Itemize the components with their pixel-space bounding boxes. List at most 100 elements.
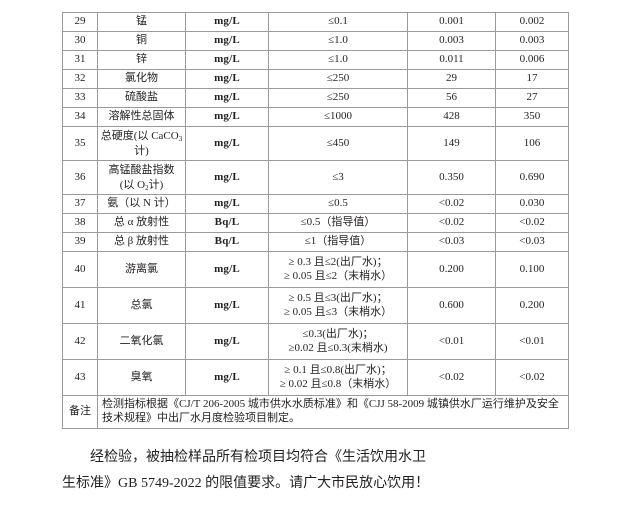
table-notes-row: 备注 检测指标根据《CJ/T 206-2005 城市供水水质标准》和《CJJ 58… [62, 395, 569, 429]
row-tap-water-value: <0.03 [495, 232, 569, 252]
row-limit-value: ≤0.1 [268, 12, 408, 32]
row-number: 30 [62, 31, 98, 51]
table-row: 42 二氧化氯 mg/L ≤0.3(出厂水)； ≥0.02 且≤0.3(末梢水) <0.0… [62, 323, 569, 360]
table-row: 41 总氯 mg/L ≥ 0.5 且≤3(出厂水)； ≥ 0.05 且≤3（末梢水） 0.… [62, 287, 569, 324]
table-row: 29 锰 mg/L ≤0.1 0.001 0.002 [62, 12, 569, 32]
row-item-name: 臭氧 [97, 359, 186, 396]
row-factory-water-value: 29 [407, 69, 496, 89]
row-number: 38 [62, 213, 98, 233]
row-unit: mg/L [185, 12, 269, 32]
row-factory-water-value: 0.350 [407, 160, 496, 195]
row-unit: mg/L [185, 323, 269, 360]
table-row: 31 锌 mg/L ≤1.0 0.011 0.006 [62, 50, 569, 70]
notes-label: 备注 [62, 395, 98, 429]
row-number: 36 [62, 160, 98, 195]
row-item-name: 锌 [97, 50, 186, 70]
row-number: 40 [62, 251, 98, 288]
row-tap-water-value: 0.100 [495, 251, 569, 288]
table-row: 43 臭氧 mg/L ≥ 0.1 且≤0.8(出厂水)； ≥ 0.02 且≤0.8（末梢… [62, 359, 569, 396]
row-tap-water-value: 0.030 [495, 194, 569, 214]
row-unit: Bq/L [185, 232, 269, 252]
row-factory-water-value: <0.02 [407, 359, 496, 396]
row-unit: mg/L [185, 69, 269, 89]
row-limit-value: ≤0.3(出厂水)； ≥0.02 且≤0.3(末梢水) [268, 323, 408, 360]
row-item-name: 总硬度(以 CaCO3 计) [97, 126, 186, 161]
row-factory-water-value: <0.02 [407, 213, 496, 233]
row-number: 32 [62, 69, 98, 89]
row-unit: mg/L [185, 50, 269, 70]
row-limit-value: ≥ 0.3 且≤2(出厂水)； ≥ 0.05 且≤2（末梢水） [268, 251, 408, 288]
row-unit: mg/L [185, 287, 269, 324]
row-factory-water-value: 149 [407, 126, 496, 161]
row-tap-water-value: 0.006 [495, 50, 569, 70]
row-item-name: 铜 [97, 31, 186, 51]
row-tap-water-value: <0.02 [495, 213, 569, 233]
row-tap-water-value: <0.01 [495, 323, 569, 360]
row-item-name: 锰 [97, 12, 186, 32]
row-number: 37 [62, 194, 98, 214]
row-number: 31 [62, 50, 98, 70]
row-unit: mg/L [185, 31, 269, 51]
row-unit: mg/L [185, 107, 269, 127]
row-item-name: 氨（以 N 计） [97, 194, 186, 214]
row-tap-water-value: 106 [495, 126, 569, 161]
row-number: 35 [62, 126, 98, 161]
table-row: 34 溶解性总固体 mg/L ≤1000 428 350 [62, 107, 569, 127]
row-item-name: 总 α 放射性 [97, 213, 186, 233]
row-number: 29 [62, 12, 98, 32]
table-row: 35 总硬度(以 CaCO3 计) mg/L ≤450 149 106 [62, 126, 569, 161]
row-tap-water-value: 0.002 [495, 12, 569, 32]
row-unit: mg/L [185, 194, 269, 214]
row-item-name: 硫酸盐 [97, 88, 186, 108]
row-factory-water-value: 0.600 [407, 287, 496, 324]
row-unit: mg/L [185, 251, 269, 288]
row-unit: mg/L [185, 359, 269, 396]
row-limit-value: ≤3 [268, 160, 408, 195]
row-tap-water-value: 0.200 [495, 287, 569, 324]
row-item-name: 总氯 [97, 287, 186, 324]
table-row: 30 铜 mg/L ≤1.0 0.003 0.003 [62, 31, 569, 51]
row-unit: Bq/L [185, 213, 269, 233]
table-row: 38 总 α 放射性 Bq/L ≤0.5（指导值） <0.02 <0.02 [62, 213, 569, 233]
notes-text: 检测指标根据《CJ/T 206-2005 城市供水水质标准》和《CJJ 58-2… [97, 395, 569, 429]
row-number: 34 [62, 107, 98, 127]
row-tap-water-value: 27 [495, 88, 569, 108]
conclusion-paragraph: 经检验，被抽检样品所有检项目均符合《生活饮用水卫 生标准》GB 5749-202… [62, 445, 570, 497]
row-factory-water-value: 0.003 [407, 31, 496, 51]
row-limit-value: ≤1（指导值） [268, 232, 408, 252]
row-limit-value: ≤1.0 [268, 50, 408, 70]
table-row: 37 氨（以 N 计） mg/L ≤0.5 <0.02 0.030 [62, 194, 569, 214]
row-item-name: 二氧化氯 [97, 323, 186, 360]
row-item-name: 游离氯 [97, 251, 186, 288]
row-factory-water-value: 56 [407, 88, 496, 108]
row-factory-water-value: 428 [407, 107, 496, 127]
row-tap-water-value: <0.02 [495, 359, 569, 396]
table-row: 33 硫酸盐 mg/L ≤250 56 27 [62, 88, 569, 108]
row-limit-value: ≤250 [268, 69, 408, 89]
row-limit-value: ≥ 0.5 且≤3(出厂水)； ≥ 0.05 且≤3（末梢水） [268, 287, 408, 324]
row-limit-value: ≤1000 [268, 107, 408, 127]
row-factory-water-value: 0.200 [407, 251, 496, 288]
row-limit-value: ≤0.5（指导值） [268, 213, 408, 233]
row-tap-water-value: 0.690 [495, 160, 569, 195]
row-unit: mg/L [185, 126, 269, 161]
row-limit-value: ≤450 [268, 126, 408, 161]
row-limit-value: ≤0.5 [268, 194, 408, 214]
row-unit: mg/L [185, 160, 269, 195]
table-row: 40 游离氯 mg/L ≥ 0.3 且≤2(出厂水)； ≥ 0.05 且≤2（末梢水） 0… [62, 251, 569, 288]
row-unit: mg/L [185, 88, 269, 108]
table-row: 39 总 β 放射性 Bq/L ≤1（指导值） <0.03 <0.03 [62, 232, 569, 252]
row-factory-water-value: 0.011 [407, 50, 496, 70]
row-factory-water-value: 0.001 [407, 12, 496, 32]
row-item-name: 总 β 放射性 [97, 232, 186, 252]
row-limit-value: ≥ 0.1 且≤0.8(出厂水)； ≥ 0.02 且≤0.8（末梢水） [268, 359, 408, 396]
row-limit-value: ≤1.0 [268, 31, 408, 51]
row-item-name: 氯化物 [97, 69, 186, 89]
row-item-name: 高锰酸盐指数 (以 O2计) [97, 160, 186, 195]
table-row: 36 高锰酸盐指数 (以 O2计) mg/L ≤3 0.350 0.690 [62, 160, 569, 195]
water-quality-table: 29 锰 mg/L ≤0.1 0.001 0.002 30 铜 mg/L ≤1.0 0.003 0.0… [62, 12, 569, 429]
row-factory-water-value: <0.02 [407, 194, 496, 214]
table-body: 29 锰 mg/L ≤0.1 0.001 0.002 30 铜 mg/L ≤1.0 0.003 0.0… [62, 12, 569, 429]
row-limit-value: ≤250 [268, 88, 408, 108]
